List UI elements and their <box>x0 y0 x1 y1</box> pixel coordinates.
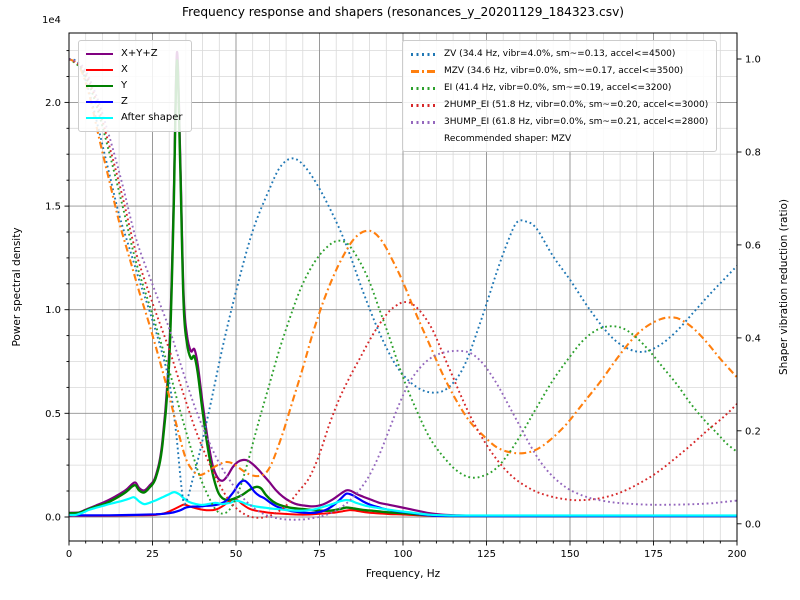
legend-entry-label: After shaper <box>121 112 183 123</box>
series-y <box>69 59 737 518</box>
series-lines <box>69 51 737 521</box>
series-mzv <box>69 58 737 478</box>
legend-entry-label: ZV (34.4 Hz, vibr=4.0%, sm~=0.13, accel<… <box>444 49 676 59</box>
legend-line-sample <box>411 70 436 73</box>
legend-psd-entry: After shaper <box>86 110 182 126</box>
svg-text:1.0: 1.0 <box>45 305 61 316</box>
tick-labels: 0 25 50 75 100 125 150 175 200 0.0 0.5 1.0 1.5 2.0 0.0… <box>45 55 761 561</box>
series-zv <box>69 58 737 505</box>
svg-text:0.4: 0.4 <box>745 333 761 344</box>
legend-line-sample <box>86 116 113 120</box>
y-axis-label-right: Shaper vibration reduction (ratio) <box>778 198 790 376</box>
legend-line-sample <box>86 68 113 72</box>
legend-line-sample <box>411 87 436 90</box>
legend-line-sample <box>411 121 436 124</box>
chart-title: Frequency response and shapers (resonanc… <box>181 5 625 19</box>
legend-psd-entry: Z <box>86 94 182 110</box>
legend-shaper-entry: EI (41.4 Hz, vibr=0.0%, sm~=0.19, accel<… <box>411 80 708 97</box>
series-after-shaper <box>69 490 737 517</box>
svg-text:0.0: 0.0 <box>45 513 61 524</box>
x-axis-label: Frequency, Hz <box>365 568 441 580</box>
legend-psd: X+Y+Z X Y Z After shaper <box>78 40 193 132</box>
legend-entry-label: Y <box>121 80 128 91</box>
svg-text:1.0: 1.0 <box>745 55 761 66</box>
legend-entry-label: 2HUMP_EI (51.8 Hz, vibr=0.0%, sm~=0.20, … <box>444 100 709 110</box>
svg-text:0.8: 0.8 <box>745 148 761 159</box>
series-2hump-ei <box>69 58 737 519</box>
legend-entry-label: MZV (34.6 Hz, vibr=0.0%, sm~=0.17, accel… <box>444 66 684 76</box>
legend-psd-entry: X <box>86 62 182 78</box>
svg-text:0.6: 0.6 <box>745 240 761 251</box>
svg-text:0.2: 0.2 <box>745 426 761 437</box>
legend-line-sample <box>411 104 436 107</box>
svg-text:1.5: 1.5 <box>45 202 61 213</box>
legend-shaper-entry: ZV (34.4 Hz, vibr=4.0%, sm~=0.13, accel<… <box>411 46 708 63</box>
svg-text:200: 200 <box>727 549 746 560</box>
legend-shaper-entry: MZV (34.6 Hz, vibr=0.0%, sm~=0.17, accel… <box>411 63 708 80</box>
legend-psd-entry: X+Y+Z <box>86 46 182 62</box>
legend-entry-label: Z <box>121 96 128 107</box>
legend-line-sample <box>86 52 113 56</box>
legend-line-sample <box>86 84 113 88</box>
svg-text:2.0: 2.0 <box>45 98 61 109</box>
legend-line-sample <box>86 100 113 104</box>
svg-text:175: 175 <box>644 549 663 560</box>
axis-ticks <box>64 50 742 546</box>
svg-text:75: 75 <box>313 549 326 560</box>
legend-entry-label: X+Y+Z <box>121 48 158 59</box>
legend-shaper-entry: 3HUMP_EI (61.8 Hz, vibr=0.0%, sm~=0.21, … <box>411 114 708 131</box>
svg-text:25: 25 <box>146 549 159 560</box>
y-axis-label-left: Power spectral density <box>11 227 23 347</box>
svg-text:100: 100 <box>393 549 412 560</box>
svg-text:50: 50 <box>230 549 243 560</box>
legend-entry-label: 3HUMP_EI (61.8 Hz, vibr=0.0%, sm~=0.21, … <box>444 117 709 127</box>
series-x-y-z <box>69 51 737 518</box>
svg-text:0: 0 <box>66 549 72 560</box>
legend-shapers: ZV (34.4 Hz, vibr=4.0%, sm~=0.13, accel<… <box>402 40 718 152</box>
svg-text:150: 150 <box>560 549 579 560</box>
legend-entry-label: EI (41.4 Hz, vibr=0.0%, sm~=0.19, accel<… <box>444 83 672 93</box>
y-axis-offset-text: 1e4 <box>42 15 61 26</box>
legend-line-sample <box>411 53 436 56</box>
legend-psd-entry: Y <box>86 78 182 94</box>
recommended-shaper-note: Recommended shaper: MZV <box>444 133 572 144</box>
svg-text:0.0: 0.0 <box>745 519 761 530</box>
legend-shaper-entry: 2HUMP_EI (51.8 Hz, vibr=0.0%, sm~=0.20, … <box>411 97 708 114</box>
svg-text:0.5: 0.5 <box>45 409 61 420</box>
legend-entry-label: X <box>121 64 128 75</box>
svg-text:125: 125 <box>477 549 496 560</box>
